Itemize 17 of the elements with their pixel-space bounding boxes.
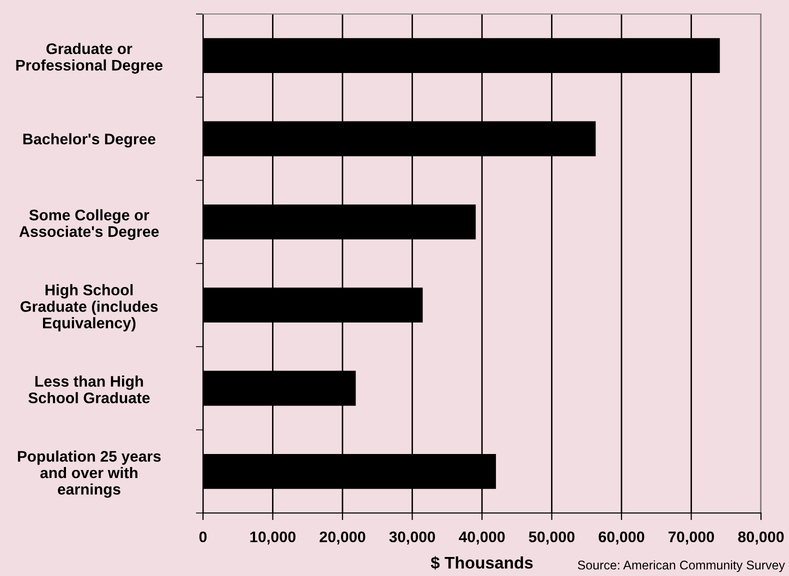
y-tick-label: Some College or Associate's Degree: [19, 209, 159, 240]
x-tick-label: 30,000: [389, 531, 435, 544]
x-tick-label: 10,000: [250, 531, 296, 544]
y-tick-label: Population 25 years and over with earnings: [18, 450, 161, 498]
source-note: Source: American Community Survey: [578, 560, 785, 572]
y-tick-label: Bachelor's Degree: [23, 133, 156, 148]
x-tick-label: 50,000: [528, 531, 574, 544]
y-tick-label: Graduate or Professional Degree: [16, 42, 162, 74]
y-tick-label: Less than High School Graduate: [28, 376, 150, 404]
x-tick-label: 60,000: [598, 531, 644, 544]
y-tick-label: High School Graduate (includes Equivalency): [20, 284, 158, 332]
x-axis-title: $ Thousands: [430, 556, 533, 570]
x-tick-label: 20,000: [320, 531, 366, 544]
x-tick-label: 40,000: [458, 531, 505, 544]
x-tick-label: 70,000: [668, 531, 714, 544]
x-tick-label: 80,000: [738, 531, 784, 544]
x-tick-label: 0: [199, 531, 207, 542]
